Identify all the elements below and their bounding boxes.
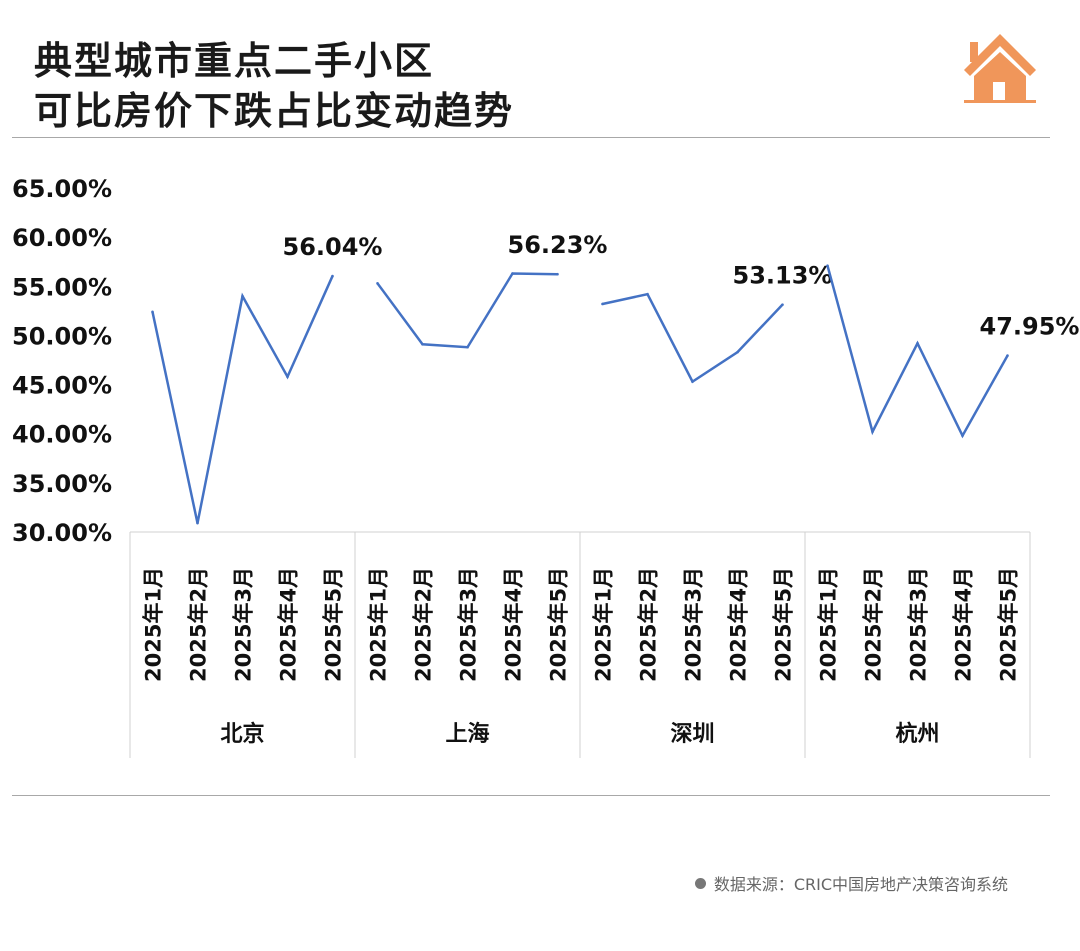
y-tick-label: 45.00% [12, 372, 112, 400]
data-point [1006, 354, 1009, 357]
data-point [736, 350, 739, 354]
x-tick-label: 2025年4月 [952, 567, 976, 682]
group-label: 杭州 [895, 721, 939, 747]
data-point [646, 292, 649, 296]
source-text: 数据来源：CRIC中国房地产决策咨询系统 [713, 875, 1008, 894]
data-point [151, 310, 154, 314]
series-line-3 [826, 265, 1009, 439]
y-tick-label: 60.00% [12, 224, 112, 252]
x-tick-label: 2025年2月 [637, 567, 661, 682]
x-tick-label: 2025年2月 [862, 567, 886, 682]
title-line-1: 典型城市重点二手小区 [34, 39, 435, 83]
data-point [286, 375, 289, 379]
header-divider [12, 137, 1050, 138]
x-tick-label: 2025年1月 [817, 567, 841, 682]
data-point [466, 345, 469, 349]
data-point [961, 434, 964, 437]
x-tick-label: 2025年5月 [772, 567, 796, 682]
data-point [376, 282, 379, 285]
footer-divider [12, 795, 1050, 796]
house-icon [962, 30, 1038, 108]
data-point [556, 272, 559, 276]
series-line-1 [376, 272, 558, 349]
x-tick-label: 2025年4月 [502, 567, 526, 682]
y-tick-label: 35.00% [12, 470, 112, 498]
series-line-0 [151, 275, 334, 524]
data-point [331, 274, 334, 278]
title-line-2: 可比房价下跌占比变动趋势 [34, 89, 515, 133]
data-label: 47.95% [980, 313, 1080, 341]
x-tick-label: 2025年5月 [547, 567, 571, 682]
x-tick-label: 2025年2月 [187, 567, 211, 682]
x-tick-label: 2025年1月 [142, 567, 166, 682]
group-label: 深圳 [670, 722, 714, 747]
chart-title: 典型城市重点二手小区 可比房价下跌占比变动趋势 [34, 36, 514, 136]
data-point [871, 430, 874, 434]
data-label: 53.13% [733, 262, 833, 290]
x-tick-label: 2025年3月 [457, 567, 481, 682]
bullet-icon [694, 877, 706, 889]
y-tick-label: 40.00% [12, 421, 112, 449]
data-point [691, 380, 694, 383]
x-tick-label: 2025年4月 [277, 567, 301, 682]
data-point [601, 302, 604, 306]
data-point [781, 303, 784, 306]
y-tick-label: 65.00% [12, 175, 112, 203]
x-tick-label: 2025年1月 [592, 567, 616, 682]
y-tick-label: 50.00% [12, 322, 112, 350]
x-tick-label: 2025年1月 [367, 567, 391, 682]
group-label: 北京 [220, 721, 264, 747]
x-tick-label: 2025年2月 [412, 567, 436, 682]
data-point [421, 342, 424, 346]
group-label: 上海 [445, 721, 489, 747]
x-tick-label: 2025年5月 [322, 567, 346, 682]
y-tick-label: 30.00% [12, 519, 112, 547]
data-point [826, 264, 829, 267]
data-point [241, 294, 244, 298]
x-tick-label: 2025年4月 [727, 567, 751, 682]
x-tick-label: 2025年3月 [907, 567, 931, 682]
x-tick-label: 2025年5月 [997, 567, 1021, 682]
x-tick-label: 2025年3月 [682, 567, 706, 682]
data-point [916, 341, 919, 345]
data-label: 56.04% [283, 233, 383, 261]
x-tick-label: 2025年3月 [232, 567, 256, 682]
data-point [196, 521, 199, 525]
data-point [511, 272, 514, 275]
data-label: 56.23% [508, 231, 608, 259]
y-tick-label: 55.00% [12, 273, 112, 301]
series-line-2 [602, 292, 784, 384]
source-note: 数据来源：CRIC中国房地产决策咨询系统 [694, 871, 1008, 895]
